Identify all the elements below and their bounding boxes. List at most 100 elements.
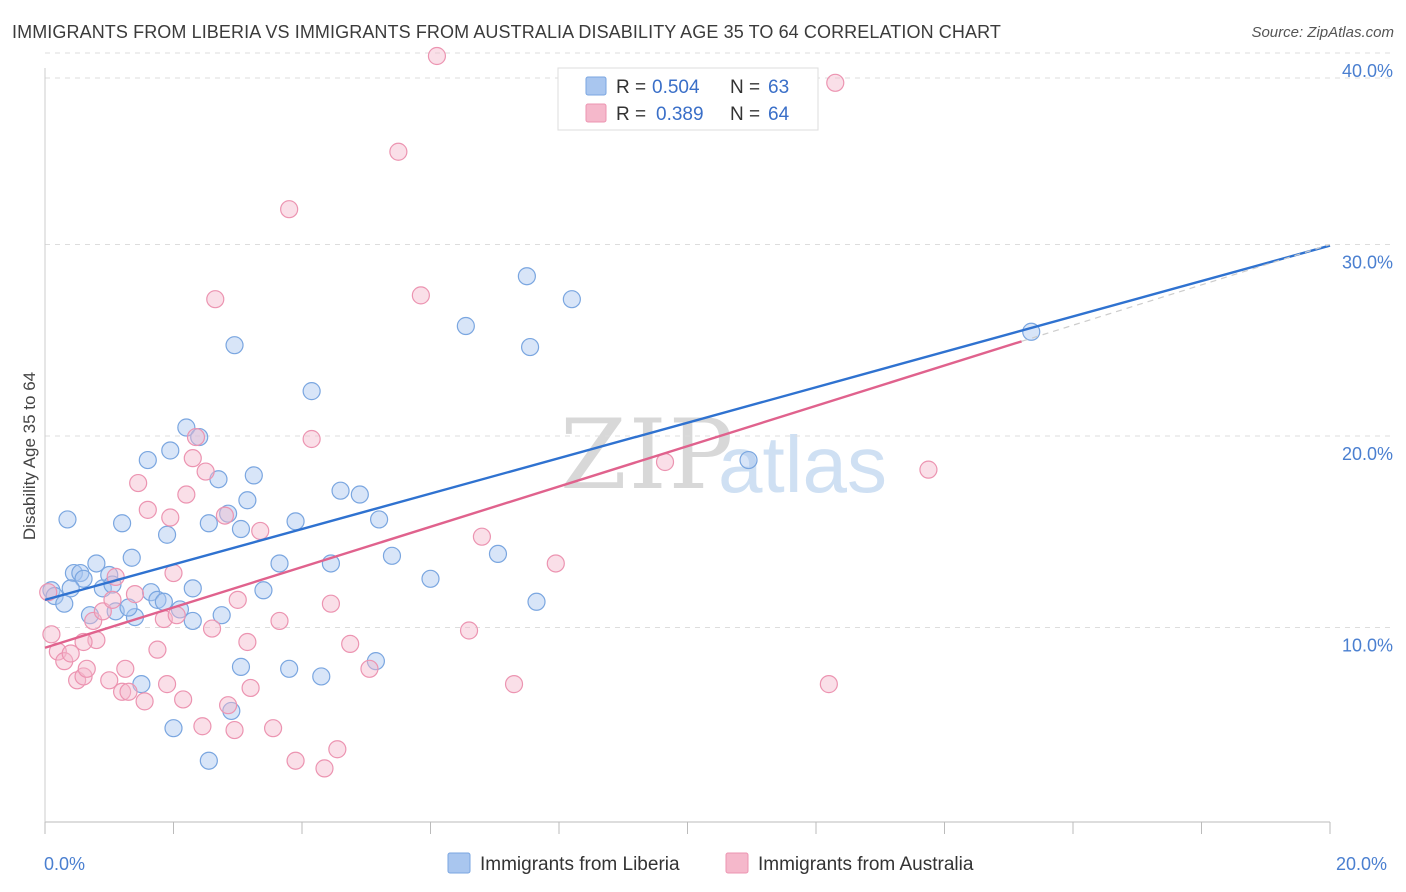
data-point xyxy=(138,450,157,470)
data-point xyxy=(488,544,508,564)
data-point xyxy=(219,504,238,523)
data-point xyxy=(241,678,260,698)
stats-n-value-1: 63 xyxy=(768,77,789,98)
data-point xyxy=(135,692,154,711)
data-point xyxy=(112,514,132,533)
data-point xyxy=(174,690,193,709)
data-point xyxy=(238,491,257,510)
data-point xyxy=(370,510,389,529)
x-axis-ticks xyxy=(44,822,1331,834)
data-point xyxy=(183,449,202,468)
data-point xyxy=(196,462,215,481)
series-liberia-points xyxy=(42,267,1041,770)
data-point xyxy=(55,594,74,613)
y-tick-label: 10.0% xyxy=(1342,636,1393,656)
data-point xyxy=(183,611,202,631)
data-point xyxy=(125,585,145,604)
data-point xyxy=(270,554,289,573)
data-point xyxy=(71,563,90,583)
data-point xyxy=(350,485,369,504)
stats-n-label-2: N = xyxy=(730,104,760,125)
data-point xyxy=(389,142,408,161)
data-point xyxy=(919,460,938,479)
data-point xyxy=(177,418,196,437)
data-point xyxy=(472,527,491,546)
data-point xyxy=(459,621,479,640)
series-legend: Immigrants from Liberia Immigrants from … xyxy=(447,852,974,875)
stats-legend: R = 0.504 N = 63 R = 0.389 N = 64 xyxy=(557,67,819,131)
trend-line-australia-extension xyxy=(1021,244,1331,342)
data-point xyxy=(328,740,347,759)
data-point xyxy=(186,427,206,447)
grid-lines xyxy=(45,52,1392,628)
data-point xyxy=(517,267,536,286)
trend-line-liberia xyxy=(44,244,1331,602)
data-point xyxy=(251,521,270,541)
data-point xyxy=(562,290,581,309)
data-point xyxy=(225,720,244,740)
data-point xyxy=(280,200,299,219)
data-point xyxy=(231,657,251,676)
data-point xyxy=(263,719,283,738)
data-point xyxy=(504,675,524,694)
stats-legend-swatch-australia xyxy=(585,103,607,123)
data-point xyxy=(826,73,845,92)
data-point xyxy=(64,563,84,583)
data-point xyxy=(427,46,447,66)
data-point xyxy=(331,481,350,500)
data-point xyxy=(341,634,360,654)
trend-lines xyxy=(44,244,1331,649)
data-point xyxy=(157,525,177,544)
data-point xyxy=(382,546,402,565)
data-point xyxy=(219,696,238,715)
stats-r-value-2: 0.389 xyxy=(656,104,704,125)
legend-swatch-australia xyxy=(725,852,749,874)
data-point xyxy=(39,583,58,602)
data-point xyxy=(157,675,177,694)
stats-r-label-1: R = xyxy=(616,77,646,98)
y-tick-label: 20.0% xyxy=(1342,444,1393,464)
data-point xyxy=(819,675,838,694)
data-point xyxy=(100,565,119,585)
data-point xyxy=(206,290,225,309)
data-point xyxy=(148,640,167,659)
data-point xyxy=(421,569,440,588)
data-point xyxy=(739,450,758,470)
series-australia-points xyxy=(39,46,938,778)
data-points xyxy=(39,46,1041,778)
watermark: ZIP atlas xyxy=(560,399,887,511)
data-point xyxy=(238,632,257,652)
data-point xyxy=(112,682,132,701)
data-point xyxy=(148,590,167,609)
data-point xyxy=(161,508,180,527)
chart-title: IMMIGRANTS FROM LIBERIA VS IMMIGRANTS FR… xyxy=(12,22,1001,42)
stats-n-label-1: N = xyxy=(730,77,760,98)
data-point xyxy=(546,554,565,573)
x-tick-label-min: 0.0% xyxy=(44,854,85,874)
stats-legend-swatch-liberia xyxy=(585,76,607,96)
y-axis-tick-labels: 10.0% 20.0% 30.0% 40.0% xyxy=(1342,61,1393,656)
data-point xyxy=(138,500,157,519)
data-point xyxy=(520,337,540,357)
data-point xyxy=(228,590,247,609)
data-point xyxy=(312,667,331,686)
data-point xyxy=(286,751,305,770)
data-point xyxy=(321,594,341,613)
y-tick-label: 40.0% xyxy=(1342,61,1393,81)
data-point xyxy=(202,619,222,638)
data-point xyxy=(270,611,289,631)
data-point xyxy=(193,717,212,736)
data-point xyxy=(87,554,106,573)
data-point xyxy=(58,510,77,529)
data-point xyxy=(164,719,183,738)
data-point xyxy=(315,759,334,778)
data-point xyxy=(302,429,321,449)
data-point xyxy=(177,485,196,504)
data-point xyxy=(222,701,241,721)
data-point xyxy=(100,671,119,690)
data-point xyxy=(225,336,244,355)
data-point xyxy=(411,286,430,305)
data-point xyxy=(84,611,103,631)
data-point xyxy=(116,659,135,678)
